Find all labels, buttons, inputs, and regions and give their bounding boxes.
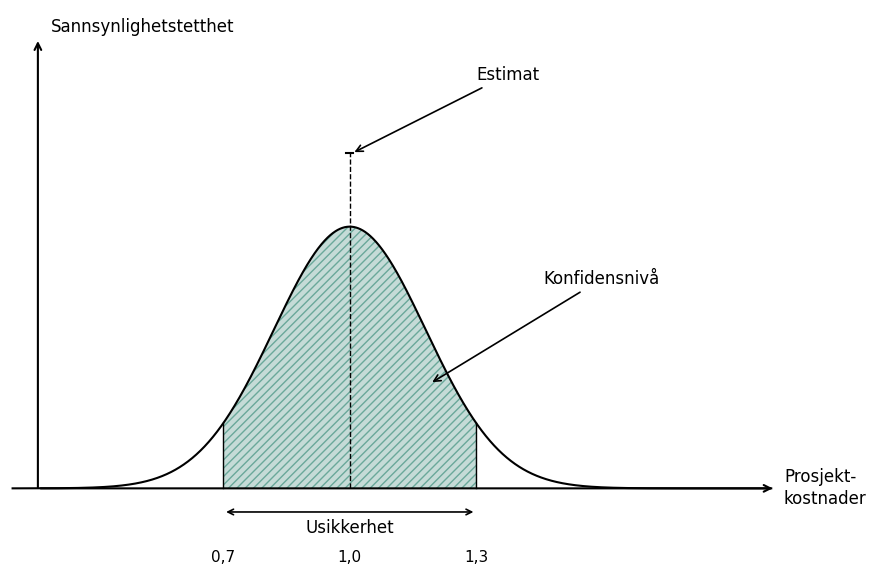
Text: Prosjekt-
kostnader: Prosjekt- kostnader [784,468,867,509]
Text: Usikkerhet: Usikkerhet [305,519,394,537]
Text: Konfidensnivå: Konfidensnivå [433,270,660,381]
Text: Sannsynlighetstetthet: Sannsynlighetstetthet [51,18,234,36]
Text: Estimat: Estimat [356,66,540,151]
